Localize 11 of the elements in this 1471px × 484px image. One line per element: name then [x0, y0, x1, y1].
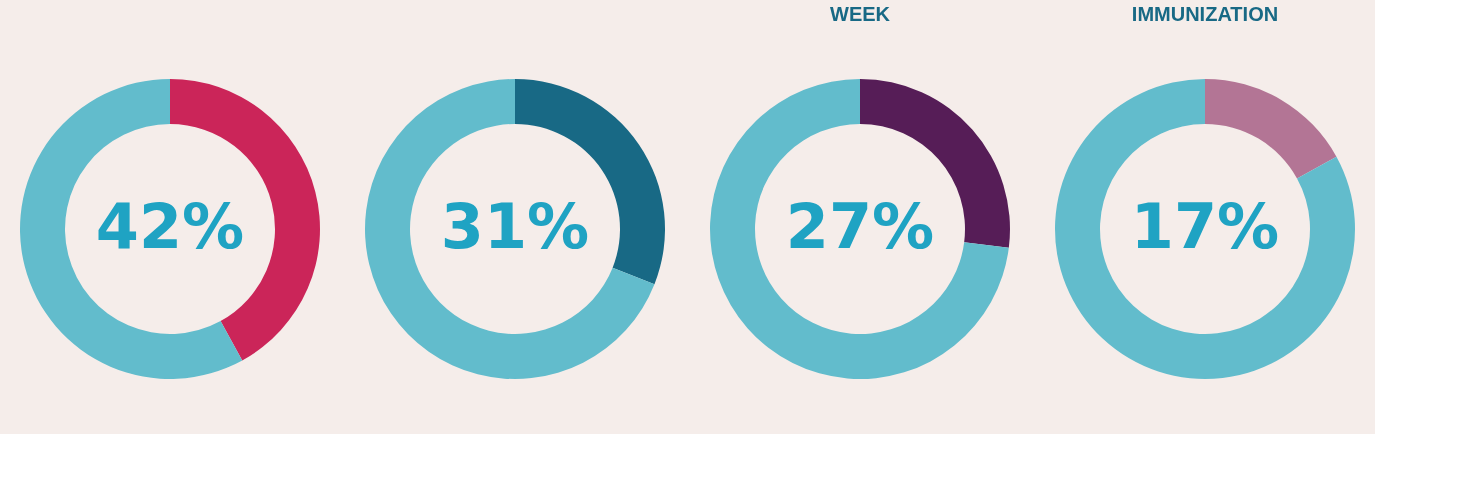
chart-title: IMMUNIZATION: [1131, 3, 1279, 25]
text: 31%: [440, 190, 590, 263]
donut-slice: [20, 79, 243, 379]
donut-slice: [1205, 79, 1337, 179]
donut-slice: [710, 79, 1009, 379]
donut-slice: [365, 79, 655, 379]
text: 17%: [1130, 190, 1280, 263]
text: 42%: [95, 190, 245, 263]
donut-slice: [1055, 79, 1355, 379]
chart-title: WEEK: [830, 3, 891, 25]
text: 27%: [785, 190, 935, 263]
